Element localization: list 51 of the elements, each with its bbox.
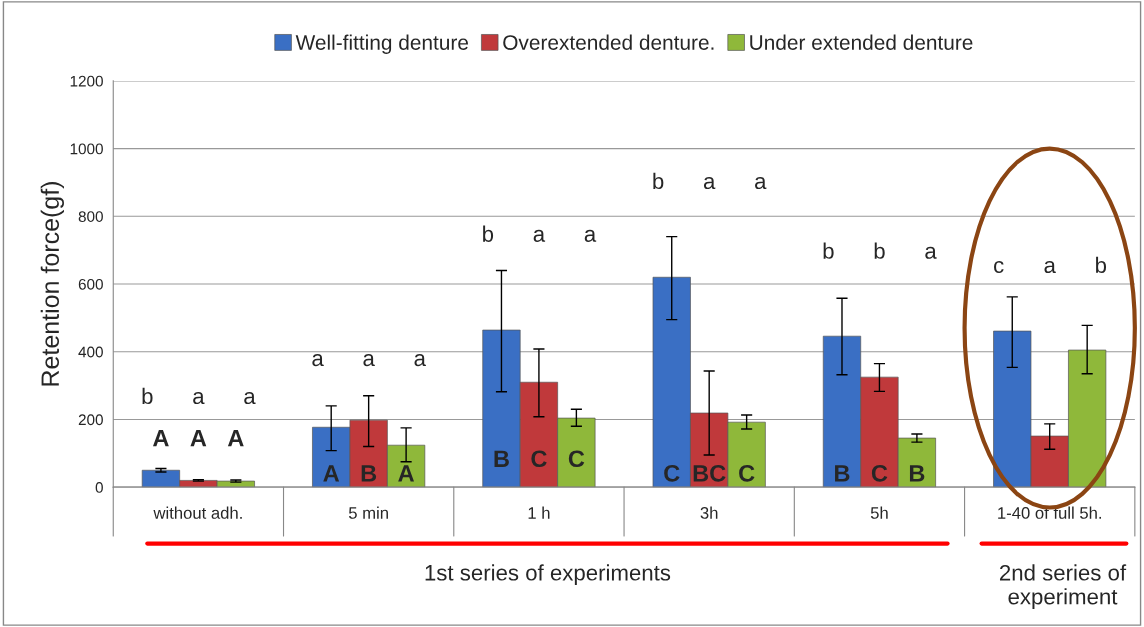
y-tick-label: 0 [95,482,103,493]
legend-label: Under extended denture [750,34,973,50]
annotation: a [363,354,375,367]
annotation: a [1044,260,1056,274]
annotation: a [584,229,597,242]
legend-label: Well-fitting denture [295,34,468,55]
annotation: C [871,464,888,482]
annotation: B [494,450,509,467]
annotation: a [925,246,937,259]
annotation: C [664,464,680,482]
annotation: a [414,354,426,367]
y-tick-label: 800 [78,211,103,222]
annotation: b [823,242,834,259]
annotation: c [994,260,1004,274]
annotation: a [312,354,324,367]
annotation: C [739,464,755,482]
text: 2nd series of experiment [999,564,1127,609]
x-tick-label: 1 h [528,506,550,519]
legend-label: Overextended denture. [503,34,714,50]
annotation: a [193,391,205,405]
annotation: B [909,465,925,482]
annotation: B [361,465,377,482]
annotation: b [483,225,494,242]
y-tick-label: 200 [78,414,103,426]
annotation: a [755,176,767,190]
annotation: A [190,429,207,447]
y-tick-label: 600 [78,278,103,290]
annotation: b [874,242,885,259]
annotation: A [227,429,244,447]
x-tick-label: 3h [700,506,718,519]
y-tick-label: 1000 [70,143,103,155]
y-axis-title: Retention force(gf) [40,182,64,386]
x-tick-label: without adh. [153,506,242,519]
annotation: a [703,176,716,190]
annotation: BC [693,464,726,482]
annotation: A [398,465,415,482]
annotation: a [533,229,546,242]
y-tick-label: 400 [78,346,103,358]
x-tick-label: 5 min [348,506,388,519]
x-tick-label: 5h [870,506,888,519]
annotation: A [323,465,340,482]
annotation: A [152,429,169,447]
y-tick-label: 1200 [70,75,103,87]
annotation: b [1096,256,1107,274]
annotation: C [568,450,585,468]
annotation: B [835,465,850,482]
text: 1st series of experiments [425,564,671,586]
annotation: C [531,450,547,468]
annotation: b [653,172,664,190]
annotation: a [244,391,256,405]
annotation: b [142,387,153,405]
